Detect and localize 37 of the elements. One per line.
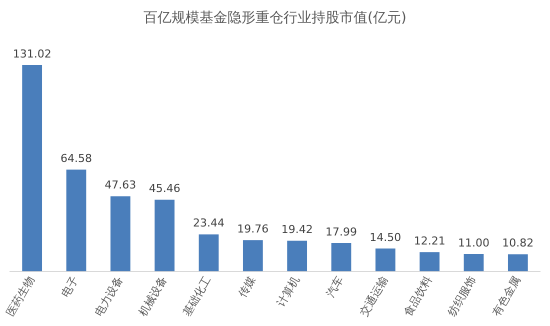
data-label: 64.58 [60, 152, 92, 165]
x-tick-label: 电子 [59, 274, 82, 300]
x-tick-label: 机械设备 [136, 274, 170, 319]
x-tick-label: 交通运输 [357, 274, 390, 319]
x-tick-label: 医药生物 [4, 274, 38, 319]
data-label: 12.21 [414, 234, 446, 248]
x-tick-label: 传媒 [236, 274, 258, 300]
data-label: 10.82 [502, 236, 534, 250]
x-tick-label: 纺织服饰 [446, 274, 479, 319]
data-label: 47.63 [104, 178, 136, 192]
data-label: 19.42 [281, 223, 313, 236]
bar [375, 248, 396, 272]
bar [331, 242, 352, 272]
data-label: 23.44 [193, 216, 224, 230]
x-tick-label: 有色金属 [490, 274, 523, 319]
data-label: 17.99 [326, 225, 357, 238]
bar [66, 170, 86, 272]
data-label: 45.46 [148, 182, 180, 196]
data-label: 19.76 [237, 222, 269, 236]
bar [110, 196, 130, 272]
bar [198, 234, 219, 272]
data-label: 14.50 [370, 230, 402, 244]
bar [154, 200, 175, 272]
x-tick-label: 电力设备 [92, 274, 126, 319]
x-tick-label: 食品饮料 [401, 274, 435, 319]
bar [22, 64, 42, 272]
bar [287, 240, 308, 272]
data-label: 131.02 [12, 47, 52, 60]
bar [242, 240, 263, 272]
x-tick-label: 汽车 [324, 274, 346, 300]
x-tick-label: 计算机 [274, 274, 302, 310]
bar [508, 254, 528, 272]
bar [420, 252, 440, 272]
bar [464, 254, 484, 272]
x-tick-label: 基础化工 [180, 274, 214, 319]
chart-title: 百亿规模基金隐形重仓行业持股市值(亿元) [144, 10, 406, 26]
data-label: 11.00 [458, 236, 490, 250]
